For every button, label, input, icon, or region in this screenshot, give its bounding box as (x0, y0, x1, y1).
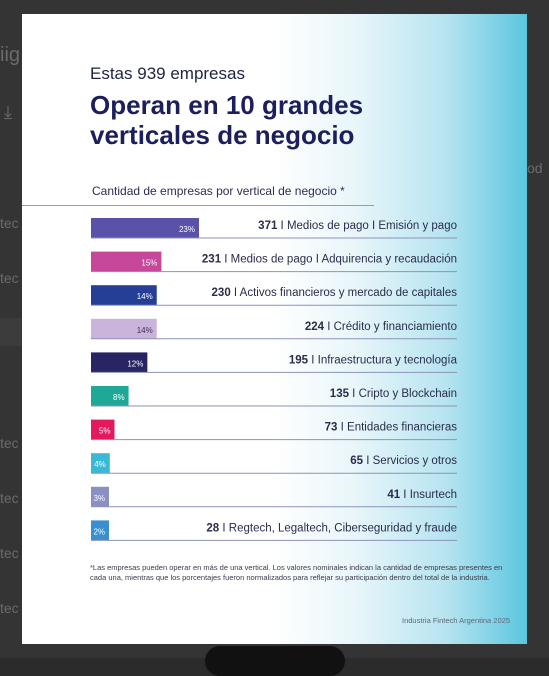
category-label: 224 I Crédito y financiamiento (305, 321, 457, 333)
bar-9 (91, 486, 109, 507)
bar-percent-label: 8% (113, 393, 125, 402)
bar-percent-label: 5% (99, 427, 111, 436)
bar-2 (91, 251, 162, 272)
bottom-control-bar[interactable] (205, 646, 345, 676)
background-text: tec (0, 270, 19, 286)
bar-8 (91, 453, 110, 474)
category-label: 135 I Cripto y Blockchain (330, 388, 457, 400)
background-text: tec (0, 490, 19, 506)
category-label: 230 I Activos financieros y mercado de c… (212, 287, 458, 299)
bar-percent-label: 3% (93, 494, 105, 503)
bar-percent-label: 12% (127, 359, 143, 368)
background-text: od (527, 160, 543, 176)
card-title: Operan en 10 grandes verticales de negoc… (90, 90, 364, 150)
category-label: 41 I Insurtech (387, 489, 457, 501)
bar-5 (91, 352, 148, 373)
bar-3 (91, 285, 157, 306)
category-label: 28 I Regtech, Legaltech, Ciberseguridad … (206, 522, 457, 534)
bar-percent-label: 4% (94, 460, 106, 469)
bar-percent-label: 14% (137, 326, 153, 335)
bar-percent-label: 23% (179, 225, 195, 234)
infographic-card: Estas 939 empresas Operan en 10 grandes … (22, 14, 527, 644)
download-icon: ⤓ (4, 102, 12, 122)
background-tile (0, 318, 22, 346)
bar-7 (91, 419, 115, 440)
footnote: *Las empresas pueden operar en más de un… (90, 563, 503, 582)
bar-4 (91, 318, 157, 339)
category-label: 73 I Entidades financieras (325, 422, 458, 434)
bar-6 (91, 386, 129, 406)
category-label: 195 I Infraestructura y tecnología (289, 354, 458, 366)
source-credit: Industria Fintech Argentina 2025 (402, 616, 510, 625)
bar-1 (91, 218, 199, 238)
bar-percent-label: 14% (137, 292, 153, 301)
category-label: 231 I Medios de pago I Adquirencia y rec… (202, 254, 457, 266)
background-text: tec (0, 435, 19, 451)
caption-divider (22, 205, 374, 206)
bar-percent-label: 15% (141, 259, 157, 268)
bar-percent-label: 2% (93, 527, 105, 536)
category-label: 371 I Medios de pago I Emisión y pago (258, 220, 457, 232)
background-text: tec (0, 215, 19, 231)
bar-chart: 23% 371 I Medios de pago I Emisión y pago… (91, 218, 458, 541)
chart-axis-caption: Cantidad de empresas por vertical de neg… (92, 184, 345, 198)
card-subtitle: Estas 939 empresas (90, 64, 245, 83)
background-text: tec (0, 545, 19, 561)
bar-10 (91, 520, 109, 541)
background-text: tec (0, 600, 19, 616)
background-text: iig (0, 44, 21, 66)
category-label: 65 I Servicios y otros (350, 455, 457, 467)
